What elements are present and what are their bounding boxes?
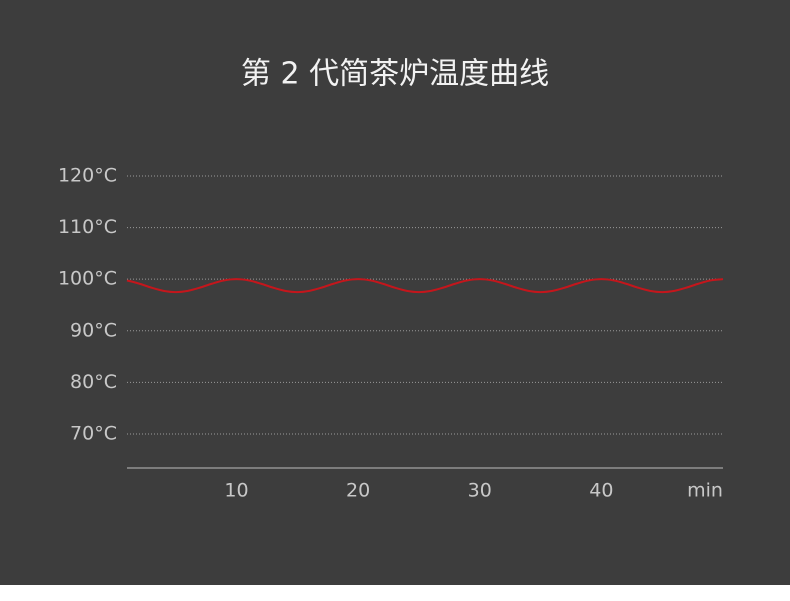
chart-title: 第 2 代简茶炉温度曲线 <box>241 57 549 92</box>
y-tick-label: 70°C <box>70 422 117 444</box>
y-tick-label: 120°C <box>58 165 117 187</box>
y-tick-label: 80°C <box>70 371 117 393</box>
line <box>126 278 724 294</box>
y-tick-label: 110°C <box>58 216 117 238</box>
x-tick-label: 40 <box>589 480 613 502</box>
x-tick-label: 10 <box>224 480 248 502</box>
x-axis-label: min <box>687 480 723 502</box>
x-tick-label: 20 <box>346 480 370 502</box>
y-tick-label: 90°C <box>70 319 117 341</box>
x-tick-label: 30 <box>468 480 492 502</box>
y-tick-label: 100°C <box>58 268 117 290</box>
